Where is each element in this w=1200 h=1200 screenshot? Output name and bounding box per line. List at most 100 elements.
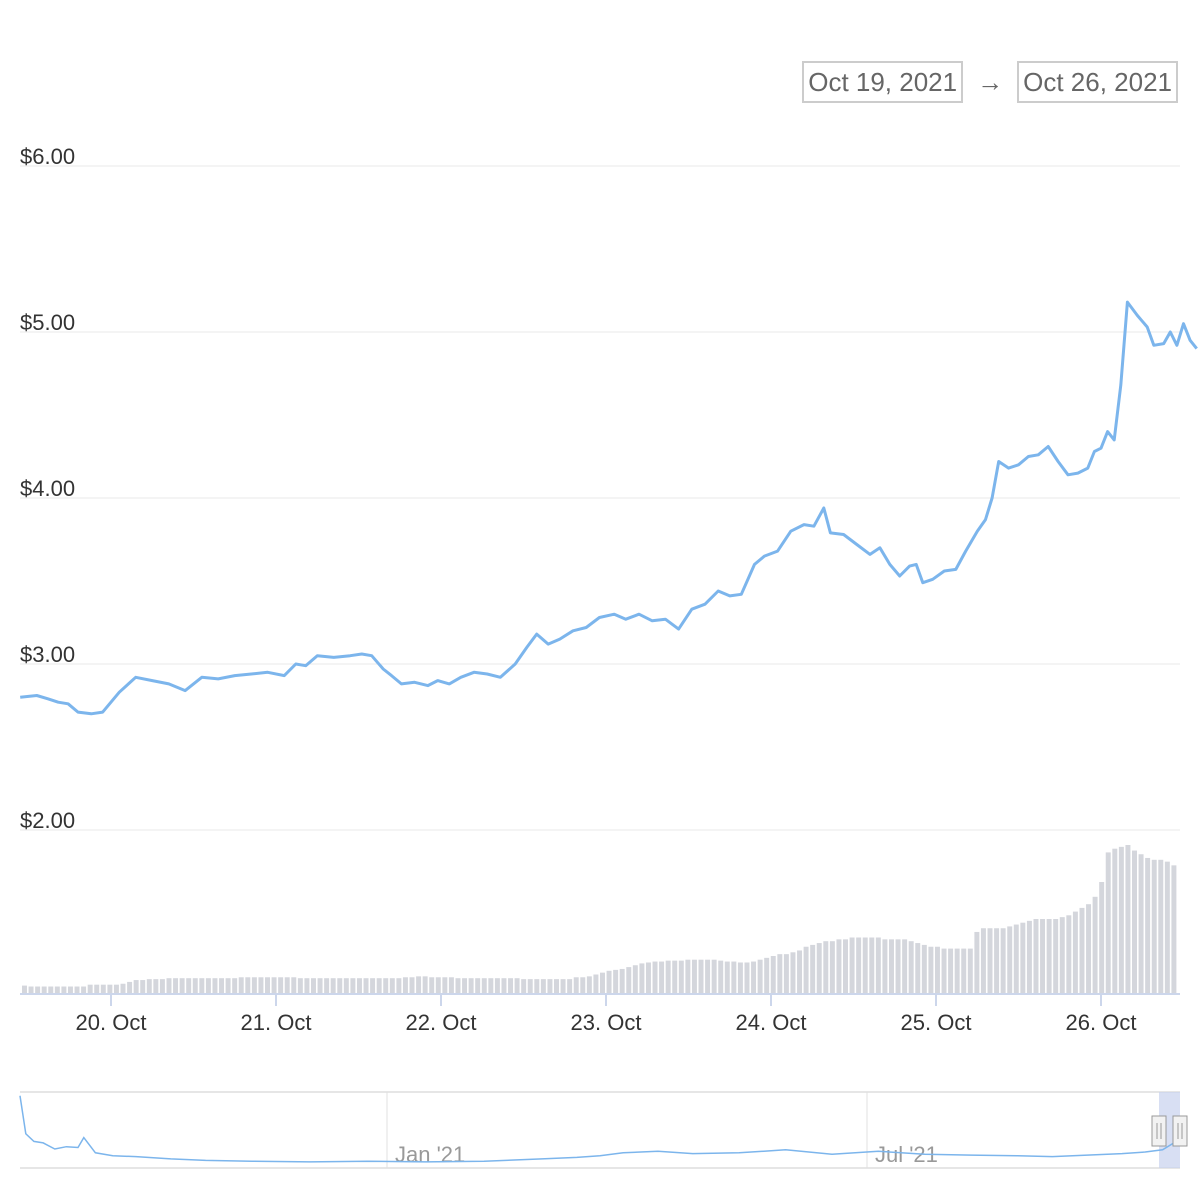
volume-bar — [179, 978, 185, 993]
volume-bar — [297, 978, 303, 993]
volume-bar — [435, 977, 441, 993]
volume-bar — [199, 978, 205, 993]
volume-bar — [416, 976, 422, 993]
volume-bar — [1026, 920, 1032, 993]
volume-bar — [895, 939, 901, 993]
volume-bar — [783, 954, 789, 993]
volume-bar — [908, 941, 914, 993]
volume-bar — [1158, 859, 1164, 993]
x-tick-label: 20. Oct — [76, 1010, 147, 1035]
volume-bar — [153, 979, 159, 994]
volume-bar — [889, 939, 894, 993]
volume-bar — [343, 978, 349, 993]
volume-bar — [219, 978, 225, 993]
volume-bar — [994, 928, 1000, 993]
volume-bar — [442, 977, 448, 993]
volume-bar — [606, 970, 612, 993]
y-tick-label: $3.00 — [20, 642, 75, 667]
volume-bar — [810, 944, 816, 993]
volume-bar — [1132, 850, 1137, 993]
volume-bar — [1000, 928, 1006, 993]
volume-bar — [1053, 919, 1059, 993]
x-axis: 20. Oct 21. Oct 22. Oct 23. Oct 24. Oct 25. O… — [20, 993, 1180, 1035]
navigator-handle[interactable] — [1151, 1115, 1167, 1147]
volume-bar — [28, 986, 34, 993]
volume-bar — [1171, 865, 1177, 993]
range-from-input[interactable]: Oct 19, 2021 — [802, 61, 964, 103]
y-tick-label: $4.00 — [20, 476, 75, 501]
navigator-tick-label: Jan '21 — [395, 1142, 465, 1167]
volume-bar — [81, 986, 87, 993]
volume-bar — [159, 979, 165, 994]
volume-bar — [140, 980, 146, 993]
volume-bar — [455, 978, 461, 993]
volume-bar — [1086, 904, 1092, 993]
volume-bar — [580, 977, 586, 993]
grid-lines — [20, 165, 1180, 831]
y-tick-label: $2.00 — [20, 808, 75, 833]
volume-bar — [291, 977, 297, 993]
range-to-input[interactable]: Oct 26, 2021 — [1017, 61, 1178, 103]
volume-bar — [534, 979, 540, 994]
volume-bar — [554, 979, 559, 994]
volume-bar — [678, 960, 684, 994]
volume-bar — [987, 928, 993, 993]
volume-bar — [645, 962, 651, 994]
volume-bar — [422, 976, 428, 993]
volume-bar — [659, 961, 665, 993]
navigator[interactable]: Jan '21 Jul '21 — [19, 1091, 1188, 1169]
volume-bar — [573, 977, 579, 993]
volume-bar — [311, 978, 316, 993]
volume-bar — [790, 952, 796, 993]
volume-bar — [639, 963, 645, 993]
volume-bar — [705, 959, 711, 993]
volume-bar — [245, 977, 251, 993]
volume-bar — [1020, 922, 1026, 993]
volume-bar — [915, 943, 921, 993]
volume-bar — [1059, 917, 1065, 993]
volume-bar — [468, 978, 474, 993]
volume-bar — [481, 978, 487, 993]
volume-bar — [1125, 845, 1131, 993]
volume-bar — [698, 959, 704, 993]
volume-bar — [389, 978, 395, 993]
volume-bar — [133, 980, 139, 993]
volume-bar — [462, 978, 468, 993]
volume-bar — [186, 978, 192, 993]
y-tick-label: $6.00 — [20, 144, 75, 169]
volume-bar — [409, 977, 415, 993]
volume-bar — [547, 979, 553, 994]
volume-bar — [74, 986, 80, 993]
volume-bar — [1072, 911, 1078, 993]
navigator-handle[interactable] — [1172, 1115, 1188, 1147]
volume-bar — [1040, 919, 1046, 993]
volume-bar — [685, 959, 691, 993]
volume-bar — [941, 948, 947, 993]
volume-bar — [751, 961, 757, 993]
volume-bar — [363, 978, 369, 993]
volume-bar — [613, 969, 619, 994]
volume-bar — [225, 978, 231, 993]
volume-bar — [1046, 919, 1052, 993]
volume-bar — [967, 948, 973, 993]
volume-bar — [1145, 857, 1151, 993]
volume-bar — [521, 979, 527, 994]
volume-bar — [1007, 926, 1013, 993]
volume-bar — [100, 984, 106, 993]
volume-bar — [429, 977, 435, 993]
volume-bar — [777, 954, 783, 993]
volume-bar — [527, 979, 533, 994]
volume-bar — [961, 948, 967, 993]
volume-bar — [48, 986, 54, 993]
volume-bar — [271, 977, 277, 993]
volume-bar — [1164, 861, 1170, 993]
volume-bar — [921, 944, 927, 993]
volume-bar — [902, 939, 908, 993]
volume-bar — [350, 978, 356, 993]
y-axis-labels: $2.00 $3.00 $4.00 $5.00 $6.00 — [20, 144, 75, 833]
volume-bar — [770, 956, 776, 993]
price-series — [20, 300, 1198, 716]
volume-bar — [166, 978, 172, 993]
volume-bar — [632, 965, 638, 993]
